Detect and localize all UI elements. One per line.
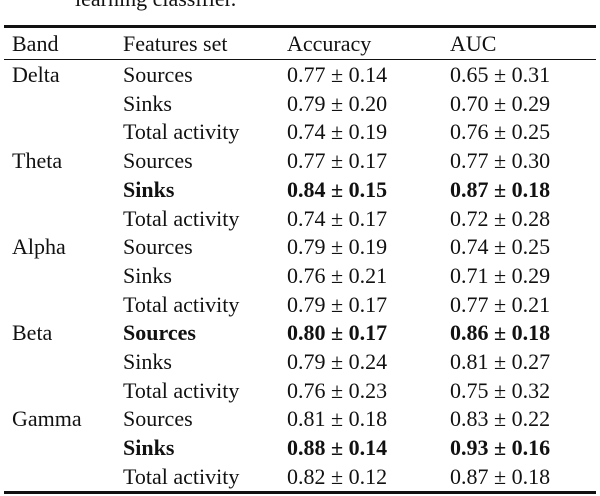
accuracy-cell: 0.88 ± 0.14 <box>287 435 388 461</box>
features-cell: Sources <box>123 320 196 346</box>
auc-cell: 0.75 ± 0.32 <box>450 377 551 403</box>
features-cell: Sources <box>123 234 193 260</box>
accuracy-cell: 0.77 ± 0.17 <box>287 148 388 174</box>
band-label: Alpha <box>12 234 66 260</box>
bottom-rule <box>4 491 596 494</box>
auc-cell: 0.65 ± 0.31 <box>450 62 551 87</box>
accuracy-cell: 0.79 ± 0.24 <box>287 349 388 374</box>
accuracy-cell: 0.74 ± 0.17 <box>287 205 388 231</box>
accuracy-cell: 0.77 ± 0.14 <box>287 62 388 87</box>
accuracy-cell: 0.82 ± 0.12 <box>287 463 388 489</box>
accuracy-cell: 0.81 ± 0.18 <box>287 406 388 432</box>
auc-cell: 0.77 ± 0.21 <box>450 291 551 317</box>
auc-cell: 0.81 ± 0.27 <box>450 349 551 374</box>
features-cell: Total activity <box>123 291 240 317</box>
auc-cell: 0.72 ± 0.28 <box>450 205 551 231</box>
auc-cell: 0.71 ± 0.29 <box>450 262 551 288</box>
features-cell: Total activity <box>123 377 240 403</box>
accuracy-cell: 0.79 ± 0.20 <box>287 90 388 116</box>
column-header: Band <box>12 31 59 56</box>
auc-cell: 0.70 ± 0.29 <box>450 90 551 116</box>
accuracy-cell: 0.84 ± 0.15 <box>287 176 388 202</box>
band-label: Delta <box>12 62 60 87</box>
auc-cell: 0.87 ± 0.18 <box>450 463 551 489</box>
features-cell: Sources <box>123 406 193 432</box>
features-cell: Total activity <box>123 205 240 231</box>
accuracy-cell: 0.80 ± 0.17 <box>287 320 388 346</box>
auc-cell: 0.74 ± 0.25 <box>450 234 551 260</box>
top-rule <box>4 25 596 28</box>
accuracy-cell: 0.76 ± 0.21 <box>287 262 388 288</box>
caption: learning classifier. <box>75 0 236 11</box>
band-label: Gamma <box>12 406 82 432</box>
accuracy-cell: 0.79 ± 0.19 <box>287 234 388 260</box>
auc-cell: 0.83 ± 0.22 <box>450 406 551 432</box>
column-header: AUC <box>450 31 497 56</box>
auc-cell: 0.93 ± 0.16 <box>450 435 551 461</box>
accuracy-cell: 0.76 ± 0.23 <box>287 377 388 403</box>
features-cell: Sources <box>123 148 193 174</box>
features-cell: Total activity <box>123 463 240 489</box>
auc-cell: 0.77 ± 0.30 <box>450 148 551 174</box>
features-cell: Sinks <box>123 435 175 461</box>
features-cell: Sources <box>123 62 193 87</box>
band-label: Theta <box>12 148 63 174</box>
header-rule <box>4 59 596 60</box>
column-header: Accuracy <box>287 31 372 56</box>
auc-cell: 0.86 ± 0.18 <box>450 320 551 346</box>
accuracy-cell: 0.74 ± 0.19 <box>287 119 388 145</box>
features-cell: Sinks <box>123 262 172 288</box>
column-header: Features set <box>123 31 228 56</box>
auc-cell: 0.76 ± 0.25 <box>450 119 551 145</box>
features-cell: Sinks <box>123 349 172 374</box>
features-cell: Sinks <box>123 90 172 116</box>
features-cell: Sinks <box>123 176 175 202</box>
features-cell: Total activity <box>123 119 240 145</box>
band-label: Beta <box>12 320 53 346</box>
accuracy-cell: 0.79 ± 0.17 <box>287 291 388 317</box>
auc-cell: 0.87 ± 0.18 <box>450 176 551 202</box>
